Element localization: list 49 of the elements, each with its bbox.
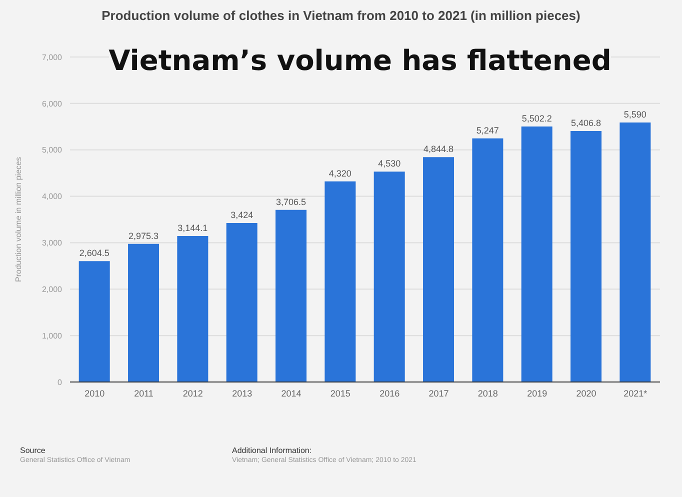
data-label: 3,144.1 [178, 223, 208, 234]
y-axis-title: Production volume in million pieces [14, 157, 23, 282]
x-tick-label: 2014 [281, 388, 302, 398]
x-tick-label: 2017 [428, 388, 449, 398]
data-label: 4,530 [378, 158, 401, 169]
y-tick-label: 3,000 [42, 238, 63, 248]
x-tick-label: 2019 [527, 388, 548, 398]
y-tick-label: 7,000 [42, 52, 63, 62]
text: Additional Information: [232, 446, 312, 455]
bar [276, 210, 307, 382]
bar [620, 122, 651, 382]
y-tick-label: 1,000 [42, 331, 63, 340]
x-tick-label: 2011 [134, 388, 154, 398]
bar [324, 181, 356, 382]
y-tick-label: 6,000 [42, 99, 63, 108]
x-tick-label: 2018 [478, 388, 498, 398]
x-tick-label: 2013 [232, 388, 252, 398]
data-label: 5,590 [624, 109, 646, 120]
x-tick-label: 2020 [576, 388, 596, 398]
bar [570, 130, 602, 382]
data-label: 4,320 [328, 168, 352, 178]
y-tick-label: 0 [58, 378, 63, 387]
x-tick-label: 2010 [84, 388, 105, 398]
bar [226, 223, 258, 382]
x-tick-label: 2021* [624, 388, 648, 398]
data-label: 2,604.5 [79, 248, 110, 258]
data-label: 2,975.3 [128, 230, 159, 241]
y-tick-label: 5,000 [42, 146, 63, 155]
bar [374, 172, 405, 382]
text: Source [20, 446, 46, 455]
bar [177, 236, 208, 382]
y-tick-label: 2,000 [42, 284, 63, 294]
bar [423, 157, 454, 382]
data-label: 4,844.8 [424, 144, 454, 154]
bar [472, 138, 504, 382]
x-tick-label: 2016 [380, 388, 400, 398]
data-label: 5,406.8 [571, 118, 602, 128]
data-label: 5,502.2 [522, 114, 552, 124]
data-label: 5,247 [476, 125, 499, 136]
x-tick-label: 2015 [330, 388, 350, 398]
chart-subtitle: Vietnam’s volume has flattened [108, 44, 612, 77]
y-tick-label: 4,000 [42, 192, 63, 202]
bar [521, 126, 552, 382]
x-tick-label: 2012 [182, 388, 203, 398]
data-label: 3,706.5 [276, 196, 306, 207]
bar [128, 244, 160, 382]
data-label: 3,424 [230, 210, 254, 220]
bar [78, 261, 110, 382]
chart-title: Production volume of clothes in Vietnam from 2010 to 2021 (in million pieces) [100, 8, 582, 23]
